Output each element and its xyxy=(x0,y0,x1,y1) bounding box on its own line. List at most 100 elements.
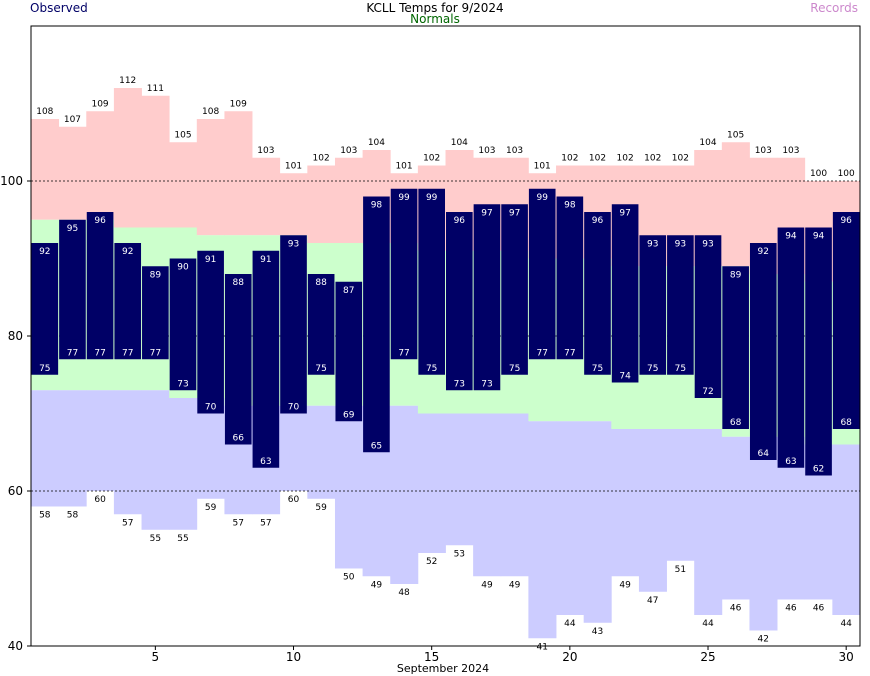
observed-bar xyxy=(501,204,528,375)
observed-low-label: 68 xyxy=(730,418,742,428)
record-low-band xyxy=(113,390,142,515)
observed-low-label: 75 xyxy=(592,364,603,374)
observed-bar xyxy=(31,243,59,375)
observed-low-label: 74 xyxy=(619,372,631,382)
record-high-label: 104 xyxy=(368,138,385,148)
observed-low-label: 75 xyxy=(509,364,520,374)
observed-high-label: 96 xyxy=(840,216,852,226)
observed-bar xyxy=(528,188,556,360)
observed-bar xyxy=(584,212,611,375)
record-low-label: 44 xyxy=(840,619,852,629)
x-tick-label: 10 xyxy=(286,650,301,664)
record-low-label: 59 xyxy=(205,503,217,513)
record-high-label: 102 xyxy=(561,154,578,164)
x-tick-label: 5 xyxy=(152,650,160,664)
observed-low-label: 77 xyxy=(67,348,78,358)
observed-bar xyxy=(280,235,307,414)
record-high-label: 103 xyxy=(782,146,799,156)
record-low-label: 49 xyxy=(371,580,383,590)
observed-bar xyxy=(777,227,805,468)
y-tick-label: 100 xyxy=(0,174,23,188)
record-low-label: 46 xyxy=(813,604,825,614)
record-high-label: 102 xyxy=(423,154,440,164)
observed-bar xyxy=(694,235,722,398)
record-low-band xyxy=(556,421,585,615)
record-low-band xyxy=(528,421,557,639)
record-low-band xyxy=(445,413,474,546)
record-high-label: 100 xyxy=(810,169,827,179)
x-tick-label: 15 xyxy=(424,650,439,664)
record-low-band xyxy=(473,413,502,577)
observed-high-label: 87 xyxy=(343,286,354,296)
observed-high-label: 96 xyxy=(592,216,604,226)
legend-records: Records xyxy=(810,1,858,15)
observed-bar xyxy=(611,204,639,383)
chart-title: KCLL Temps for 9/2024 xyxy=(366,1,504,15)
record-low-label: 58 xyxy=(67,511,79,521)
observed-high-label: 91 xyxy=(205,255,216,265)
observed-bar xyxy=(418,188,445,375)
x-tick-label: 30 xyxy=(839,650,854,664)
observed-high-label: 93 xyxy=(647,239,658,249)
observed-bar xyxy=(390,188,418,360)
observed-low-label: 68 xyxy=(840,418,852,428)
record-low-band xyxy=(500,413,529,577)
record-low-label: 55 xyxy=(177,534,188,544)
record-low-label: 58 xyxy=(39,511,51,521)
observed-low-label: 73 xyxy=(454,379,465,389)
observed-bar xyxy=(805,227,832,476)
observed-low-label: 75 xyxy=(426,364,437,374)
record-low-label: 49 xyxy=(481,580,493,590)
record-low-band xyxy=(279,405,308,491)
observed-bar xyxy=(832,212,860,429)
observed-bar xyxy=(169,258,197,391)
record-low-label: 42 xyxy=(758,635,769,645)
record-high-label: 103 xyxy=(340,146,357,156)
observed-bar xyxy=(59,219,86,360)
record-high-label: 102 xyxy=(313,154,330,164)
record-high-band xyxy=(334,157,363,243)
observed-high-label: 92 xyxy=(122,247,133,257)
y-tick-label: 40 xyxy=(8,639,23,653)
record-low-label: 57 xyxy=(260,518,271,528)
observed-bar xyxy=(639,235,667,375)
observed-high-label: 98 xyxy=(371,201,383,211)
observed-high-label: 93 xyxy=(675,239,686,249)
observed-bar xyxy=(556,196,584,360)
record-low-band xyxy=(666,429,695,561)
record-high-band xyxy=(196,119,225,236)
record-low-label: 47 xyxy=(647,596,658,606)
record-low-label: 46 xyxy=(730,604,742,614)
record-low-label: 41 xyxy=(536,642,547,652)
record-high-label: 107 xyxy=(64,115,81,125)
observed-low-label: 75 xyxy=(315,364,326,374)
observed-bar xyxy=(749,243,777,460)
observed-low-label: 72 xyxy=(702,387,713,397)
observed-low-label: 77 xyxy=(150,348,161,358)
legend-observed: Observed xyxy=(30,1,88,15)
observed-bar xyxy=(363,196,390,453)
record-high-label: 109 xyxy=(91,99,108,109)
record-high-band xyxy=(169,142,198,228)
record-high-band xyxy=(58,126,87,220)
record-low-label: 51 xyxy=(675,565,686,575)
record-high-label: 104 xyxy=(699,138,716,148)
observed-high-label: 99 xyxy=(426,193,438,203)
observed-bar xyxy=(307,274,335,375)
observed-bar xyxy=(114,243,142,360)
observed-low-label: 66 xyxy=(233,434,245,444)
record-low-band xyxy=(390,405,419,584)
observed-high-label: 88 xyxy=(315,278,327,288)
observed-low-label: 77 xyxy=(536,348,547,358)
observed-high-label: 89 xyxy=(730,270,742,280)
observed-bar xyxy=(197,250,224,414)
observed-low-label: 75 xyxy=(675,364,686,374)
record-low-label: 44 xyxy=(564,619,576,629)
record-high-band xyxy=(721,142,750,267)
record-low-band xyxy=(141,390,170,530)
observed-high-label: 92 xyxy=(39,247,50,257)
record-low-band xyxy=(58,390,87,507)
observed-low-label: 77 xyxy=(398,348,409,358)
record-low-band xyxy=(334,405,363,569)
